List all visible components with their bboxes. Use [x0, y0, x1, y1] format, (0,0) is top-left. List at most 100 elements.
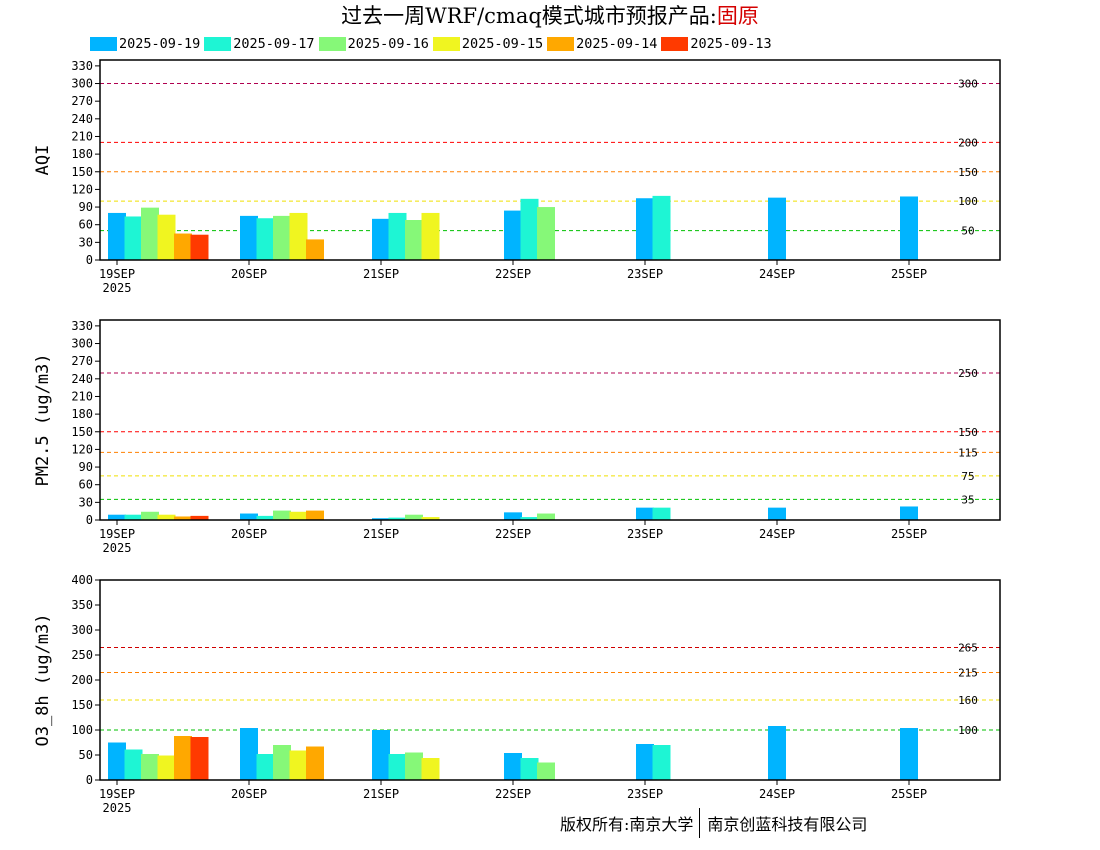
bar	[108, 212, 126, 260]
y-tick-label: 150	[71, 698, 93, 712]
reference-line-label: 100	[958, 195, 978, 208]
bar	[174, 516, 192, 520]
bar	[537, 207, 555, 260]
y-tick-label: 240	[71, 372, 93, 386]
bar	[652, 195, 671, 260]
x-tick-label: 19SEP	[99, 527, 135, 541]
legend-label: 2025-09-17	[233, 36, 315, 52]
title-city: 固原	[716, 4, 759, 28]
legend-label: 2025-09-15	[461, 36, 544, 52]
y-tick-label: 300	[71, 77, 93, 91]
bar	[372, 218, 390, 260]
bar	[504, 210, 522, 260]
bar	[900, 506, 918, 520]
plot-frame	[99, 59, 1001, 261]
y-tick-label: 350	[71, 598, 93, 612]
y-tick-label: 270	[71, 354, 93, 368]
reference-line-label: 215	[958, 667, 978, 680]
x-tick-label: 22SEP	[495, 267, 531, 281]
bar	[240, 728, 258, 780]
y-tick-label: 60	[79, 478, 93, 492]
bar	[157, 514, 176, 520]
bar	[256, 754, 275, 780]
x-tick-label: 25SEP	[891, 787, 927, 801]
copyright-divider	[699, 808, 701, 838]
bar	[388, 212, 407, 260]
x-tick-label: 24SEP	[759, 787, 795, 801]
bar	[240, 513, 258, 520]
y-tick-label: 50	[79, 748, 93, 762]
bar	[240, 215, 258, 260]
bar	[306, 510, 324, 520]
y-tick-label: 0	[86, 513, 93, 527]
legend-label: 2025-09-13	[690, 36, 772, 52]
x-tick-label: 21SEP	[363, 527, 399, 541]
bar	[520, 517, 539, 520]
y-tick-label: 60	[79, 218, 93, 232]
y-tick-label: 300	[71, 623, 93, 637]
y-tick-label: 0	[86, 253, 93, 267]
bar	[372, 518, 390, 520]
reference-line-label: 35	[961, 493, 974, 506]
reference-line-label: 160	[958, 694, 978, 707]
legend-item: 2025-09-13	[661, 36, 775, 52]
bar	[174, 736, 192, 780]
x-year-label: 2025	[103, 281, 132, 295]
x-tick-label: 23SEP	[627, 787, 663, 801]
reference-line-label: 150	[958, 166, 978, 179]
bar	[636, 507, 654, 520]
copyright: 版权所有:南京大学 南京创蓝科技有限公司	[560, 808, 867, 838]
y-tick-label: 270	[71, 94, 93, 108]
bar	[372, 730, 390, 780]
bar	[190, 234, 209, 260]
bar	[520, 198, 539, 260]
x-tick-label: 22SEP	[495, 787, 531, 801]
y-tick-label: 0	[86, 773, 93, 787]
legend-swatch	[547, 37, 575, 51]
bar	[768, 507, 786, 520]
bar	[141, 754, 159, 780]
bar	[289, 511, 308, 520]
legend-swatch	[318, 37, 346, 51]
legend-label: 2025-09-14	[576, 36, 658, 52]
reference-line-label: 115	[958, 446, 978, 459]
x-tick-label: 22SEP	[495, 527, 531, 541]
bar	[388, 517, 407, 520]
y-tick-label: 150	[71, 165, 93, 179]
y-tick-label: 180	[71, 147, 93, 161]
bar	[768, 726, 786, 780]
reference-line-label: 250	[958, 367, 978, 380]
bar	[405, 220, 423, 260]
legend-swatch	[204, 37, 232, 51]
reference-line-label: 200	[958, 136, 978, 149]
reference-line-label: 50	[961, 225, 974, 238]
bar	[504, 512, 522, 520]
bar	[636, 198, 654, 260]
plot-frame	[99, 579, 1001, 781]
copyright-company: 南京创蓝科技有限公司	[707, 815, 868, 834]
y-tick-label: 90	[79, 460, 93, 474]
bar	[190, 515, 209, 520]
legend-label: 2025-09-16	[347, 36, 429, 52]
bar	[273, 510, 291, 520]
bar	[421, 212, 440, 260]
x-year-label: 2025	[103, 541, 132, 555]
bar	[289, 750, 308, 780]
y-tick-label: 90	[79, 200, 93, 214]
title-prefix: 过去一周WRF/cmaq模式城市预报产品:	[341, 4, 717, 28]
x-tick-label: 21SEP	[363, 787, 399, 801]
bar	[306, 746, 324, 780]
reference-line-label: 265	[958, 642, 978, 655]
y-tick-label: 400	[71, 573, 93, 587]
bar	[421, 758, 440, 780]
x-tick-label: 19SEP	[99, 787, 135, 801]
reference-line-label: 100	[958, 724, 978, 737]
x-tick-label: 20SEP	[231, 267, 267, 281]
x-tick-label: 20SEP	[231, 787, 267, 801]
bar	[421, 517, 440, 520]
x-year-label: 2025	[103, 801, 132, 815]
bar	[141, 511, 159, 520]
y-tick-label: 30	[79, 495, 93, 509]
x-tick-label: 25SEP	[891, 527, 927, 541]
